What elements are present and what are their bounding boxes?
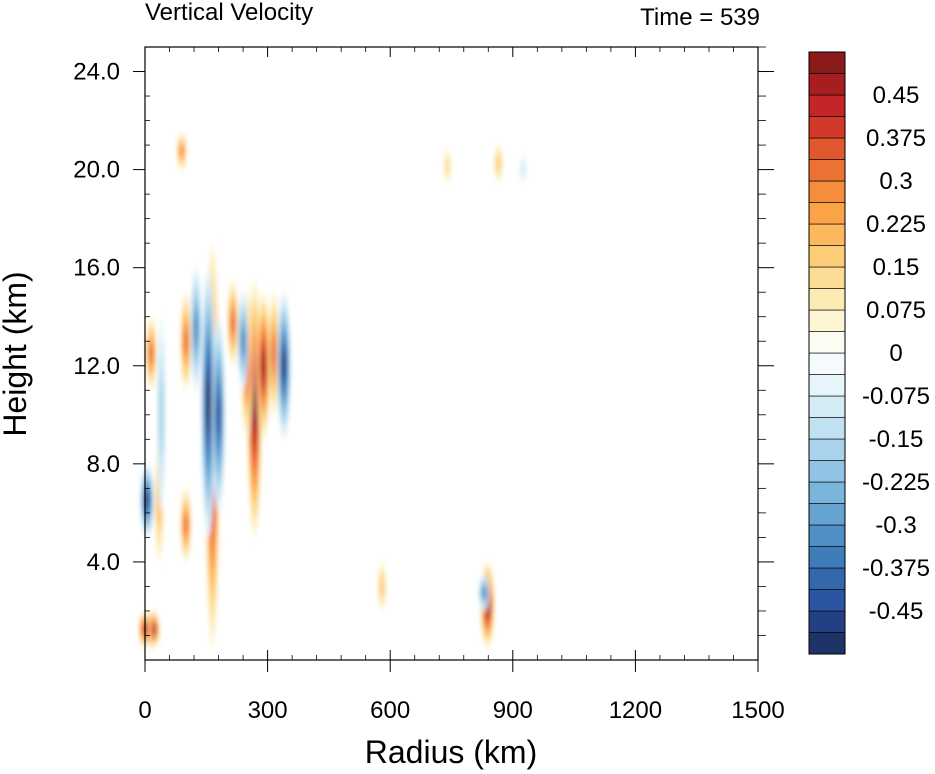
colorbar-band	[808, 288, 846, 311]
colorbar-label: -0.3	[875, 512, 916, 539]
heatmap-cell	[144, 494, 150, 507]
heatmap-cell	[193, 315, 199, 343]
colorbar-band	[808, 331, 846, 354]
heatmap-cell	[444, 157, 450, 174]
colorbar-band	[808, 567, 846, 590]
heatmap-cell	[206, 383, 211, 422]
colorbar-band	[808, 202, 846, 225]
heatmap-cell	[183, 516, 189, 534]
colorbar: 0.45 0.375 0.3 0.225 0.15 0.075 0 -0.075 -0.15 -0…	[808, 51, 930, 655]
x-tick-label: 1500	[731, 697, 784, 724]
colorbar-label: 0	[889, 340, 902, 367]
colorbar-label: -0.225	[862, 469, 930, 496]
colorbar-label: 0.45	[873, 82, 920, 109]
x-tick-label: 900	[493, 697, 533, 724]
colorbar-band	[808, 73, 846, 96]
colorbar-band	[808, 481, 846, 504]
y-axis: 4.0 8.0 12.0 16.0 20.0 24.0	[73, 46, 774, 636]
colorbar-label: 0.075	[866, 297, 926, 324]
x-tick-label: 1200	[609, 697, 662, 724]
colorbar-band	[808, 94, 846, 117]
heatmap-cell	[230, 313, 236, 333]
colorbar-label: -0.075	[862, 383, 930, 410]
y-tick-label: 20.0	[73, 157, 120, 184]
heatmap-field	[138, 132, 527, 648]
colorbar-label: 0.225	[866, 211, 926, 238]
colorbar-band	[808, 546, 846, 569]
colorbar-band	[808, 395, 846, 418]
y-tick-label: 24.0	[73, 59, 120, 86]
colorbar-band	[808, 137, 846, 160]
colorbar-band	[808, 245, 846, 268]
y-tick-label: 4.0	[87, 549, 120, 576]
x-tick-label: 300	[248, 697, 288, 724]
heatmap-cell	[252, 390, 257, 428]
colorbar-band	[808, 159, 846, 182]
colorbar-band	[808, 460, 846, 483]
x-axis: 0 300 600 900 1200 1500	[138, 47, 785, 724]
heatmap-cell	[150, 626, 156, 633]
heatmap-cell	[240, 330, 246, 353]
x-tick-label: 600	[370, 697, 410, 724]
plot-area-background	[145, 47, 758, 660]
colorbar-band	[808, 352, 846, 375]
colorbar-band	[808, 632, 846, 655]
heatmap-cell	[261, 354, 266, 378]
colorbar-label: 0.375	[866, 125, 926, 152]
heatmap-cell	[216, 398, 221, 432]
colorbar-band	[808, 309, 846, 332]
colorbar-frame	[808, 51, 846, 655]
colorbar-label: -0.375	[862, 555, 930, 582]
heatmap-cell	[379, 576, 385, 597]
heatmap-cell	[481, 588, 487, 597]
chart-title-left: Vertical Velocity	[145, 0, 313, 26]
heatmap-cell	[271, 339, 277, 368]
colorbar-band	[808, 589, 846, 612]
heatmap-cell	[496, 156, 501, 171]
colorbar-band	[808, 524, 846, 547]
colorbar-band	[808, 374, 846, 397]
colorbar-band	[808, 180, 846, 203]
heatmap-cell	[183, 330, 189, 353]
heatmap-cell	[158, 375, 164, 455]
y-tick-label: 12.0	[73, 353, 120, 380]
heatmap-cell	[281, 354, 287, 378]
plot-frame	[144, 46, 759, 661]
y-tick-label: 16.0	[73, 255, 120, 282]
colorbar-label: -0.45	[869, 598, 924, 625]
heatmap-cell	[179, 146, 185, 156]
colorbar-band	[808, 223, 846, 246]
colorbar-label: 0.15	[873, 254, 920, 281]
y-tick-label: 8.0	[87, 451, 120, 478]
colorbar-band	[808, 503, 846, 526]
heatmap-cell	[520, 161, 526, 178]
colorbar-band	[808, 116, 846, 139]
x-tick-label: 0	[138, 697, 151, 724]
x-axis-label: Radius (km)	[365, 734, 537, 770]
colorbar-band	[808, 417, 846, 440]
heatmap-cell	[148, 345, 154, 362]
chart-title-right: Time = 539	[640, 4, 760, 31]
y-axis-label: Height (km)	[0, 271, 33, 436]
colorbar-band	[808, 51, 846, 74]
colorbar-band	[808, 610, 846, 633]
colorbar-label: 0.3	[879, 168, 912, 195]
colorbar-label: -0.15	[869, 426, 924, 453]
colorbar-band	[808, 266, 846, 289]
colorbar-band	[808, 438, 846, 461]
